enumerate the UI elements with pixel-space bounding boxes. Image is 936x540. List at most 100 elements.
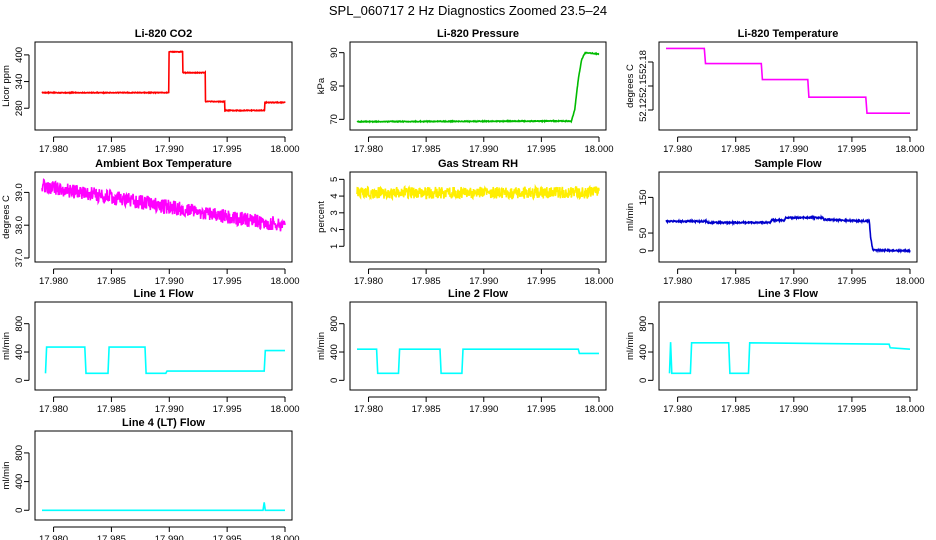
series-line (666, 47, 910, 114)
x-tick-label: 18.000 (270, 534, 299, 540)
x-axis: 17.980 17.985 17.990 17.995 18.000 (663, 136, 925, 155)
panel-title: Li-820 Temperature (738, 28, 839, 40)
plot-frame (349, 171, 607, 263)
x-tick-label: 17.995 (213, 144, 242, 155)
y-axis-label: degrees C (1, 195, 12, 239)
x-tick-label: 17.985 (97, 404, 126, 415)
x-tick-label: 17.995 (527, 276, 556, 287)
x-axis: 17.980 17.985 17.990 17.995 18.000 (354, 396, 614, 415)
panel-1: Li-820 CO2 17.980 17.985 17.990 17.995 18.000… (1, 28, 300, 155)
panel-5: Gas Stream RH 17.980 17.985 17.990 17.995 18.… (316, 158, 614, 287)
panel-title: Line 3 Flow (758, 288, 818, 300)
plot-frame (349, 301, 607, 391)
y-tick-label: 400 (14, 474, 25, 490)
plot-frame (658, 41, 918, 131)
x-axis: 17.980 17.985 17.990 17.995 18.000 (354, 268, 614, 287)
y-tick-label: 52.12 (638, 98, 649, 122)
x-tick-label: 17.985 (412, 276, 441, 287)
x-axis: 17.980 17.985 17.990 17.995 18.000 (354, 136, 614, 155)
plot-frame (34, 171, 293, 263)
y-tick-label: 800 (14, 316, 25, 332)
y-tick-label: 0 (638, 248, 649, 253)
x-tick-label: 17.990 (469, 404, 498, 415)
x-tick-label: 17.995 (837, 144, 866, 155)
plot-frame (34, 430, 293, 521)
x-tick-label: 17.985 (721, 144, 750, 155)
x-tick-label: 17.995 (527, 404, 556, 415)
plot-frame (34, 301, 293, 391)
series-line (44, 346, 285, 375)
series-line (357, 348, 599, 375)
y-tick-label: 1 (329, 244, 340, 249)
y-tick-label: 4 (329, 193, 340, 198)
y-axis-label: Licor ppm (1, 65, 12, 107)
panel-9: Line 3 Flow 17.980 17.985 17.990 17.995 18.00… (625, 288, 925, 415)
y-tick-label: 340 (14, 74, 25, 90)
x-tick-label: 17.985 (721, 276, 750, 287)
x-axis: 17.980 17.985 17.990 17.995 18.000 (39, 396, 300, 415)
panel-7: Line 1 Flow 17.980 17.985 17.990 17.995 18.00… (1, 288, 300, 415)
x-tick-label: 17.985 (412, 404, 441, 415)
y-axis-label: ml/min (316, 332, 327, 360)
panel-4: Ambient Box Temperature 17.980 17.985 17.99… (1, 158, 300, 287)
series-line (668, 341, 911, 375)
x-tick-label: 17.990 (779, 404, 808, 415)
plot-frame (349, 41, 607, 131)
y-axis-label: percent (316, 201, 327, 233)
y-tick-label: 0 (14, 508, 25, 513)
panel-title: Li-820 CO2 (135, 28, 192, 40)
x-tick-label: 18.000 (895, 276, 924, 287)
plot-frame (658, 301, 918, 391)
y-tick-label: 800 (638, 316, 649, 332)
x-tick-label: 17.980 (39, 534, 68, 540)
x-tick-label: 18.000 (584, 404, 613, 415)
y-tick-label: 0 (14, 378, 25, 383)
y-tick-label: 3 (329, 210, 340, 215)
x-tick-label: 17.985 (97, 144, 126, 155)
x-tick-label: 18.000 (270, 276, 299, 287)
x-tick-label: 17.980 (354, 276, 383, 287)
panel-6: Sample Flow 17.980 17.985 17.990 17.995 18.00… (625, 158, 925, 287)
y-axis: 0 400 800 (329, 316, 345, 383)
y-tick-label: 150 (638, 189, 649, 205)
y-axis: 0 400 800 (14, 445, 30, 513)
panel-title: Sample Flow (754, 158, 822, 170)
x-tick-label: 17.980 (39, 404, 68, 415)
x-axis: 17.980 17.985 17.990 17.995 18.000 (663, 396, 925, 415)
y-tick-label: 400 (638, 344, 649, 360)
x-tick-label: 17.995 (213, 534, 242, 540)
x-tick-label: 17.990 (155, 144, 184, 155)
y-tick-label: 400 (14, 47, 25, 63)
x-tick-label: 17.980 (663, 276, 692, 287)
y-tick-label: 90 (329, 47, 340, 58)
x-tick-label: 17.995 (527, 144, 556, 155)
x-tick-label: 18.000 (584, 276, 613, 287)
x-axis: 17.980 17.985 17.990 17.995 18.000 (39, 136, 300, 155)
series-line (356, 51, 600, 124)
x-tick-label: 18.000 (270, 404, 299, 415)
x-tick-label: 18.000 (270, 144, 299, 155)
plot-frame (34, 41, 293, 131)
series-line (41, 178, 286, 232)
x-tick-label: 18.000 (895, 144, 924, 155)
x-axis: 17.980 17.985 17.990 17.995 18.000 (39, 268, 300, 287)
panel-title: Line 4 (LT) Flow (122, 417, 205, 429)
x-axis: 17.980 17.985 17.990 17.995 18.000 (663, 268, 925, 287)
x-tick-label: 17.995 (213, 276, 242, 287)
x-tick-label: 17.990 (779, 276, 808, 287)
plot-frame (658, 171, 918, 263)
x-tick-label: 17.990 (469, 144, 498, 155)
x-tick-label: 17.985 (97, 276, 126, 287)
y-tick-label: 70 (329, 114, 340, 125)
series-line (42, 502, 285, 512)
x-tick-label: 17.980 (663, 404, 692, 415)
y-tick-label: 37.0 (14, 249, 25, 268)
panel-title: Li-820 Pressure (437, 28, 519, 40)
panel-10: Line 4 (LT) Flow 17.980 17.985 17.990 17.995… (1, 417, 300, 540)
y-tick-label: 52.15 (638, 74, 649, 98)
y-tick-label: 2 (329, 227, 340, 232)
y-axis-label: kPa (316, 77, 327, 94)
series-line (665, 214, 911, 254)
